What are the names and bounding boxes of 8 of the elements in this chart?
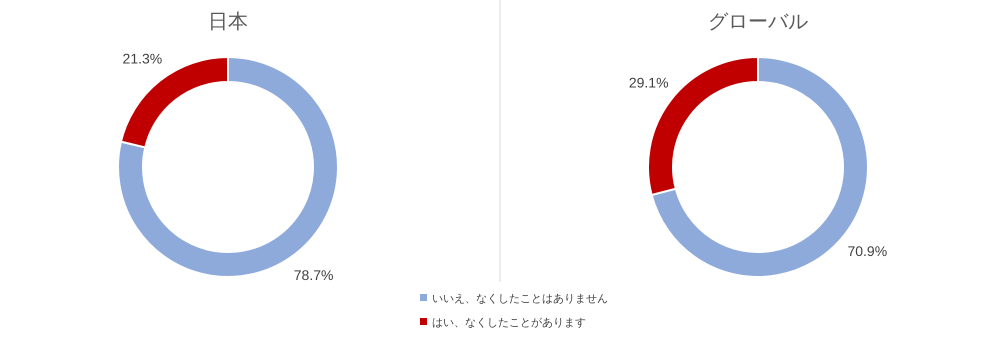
data-label: 21.3% xyxy=(122,50,162,67)
legend-label: いいえ、なくしたことはありません xyxy=(432,292,608,305)
chart-title: グローバル xyxy=(708,11,808,33)
data-label: 29.1% xyxy=(628,74,669,91)
data-label: 78.7% xyxy=(294,267,334,284)
chart-title: 日本 xyxy=(208,11,248,33)
legend-label: はい、なくしたことがあります xyxy=(432,316,586,329)
data-label: 70.9% xyxy=(847,243,888,260)
